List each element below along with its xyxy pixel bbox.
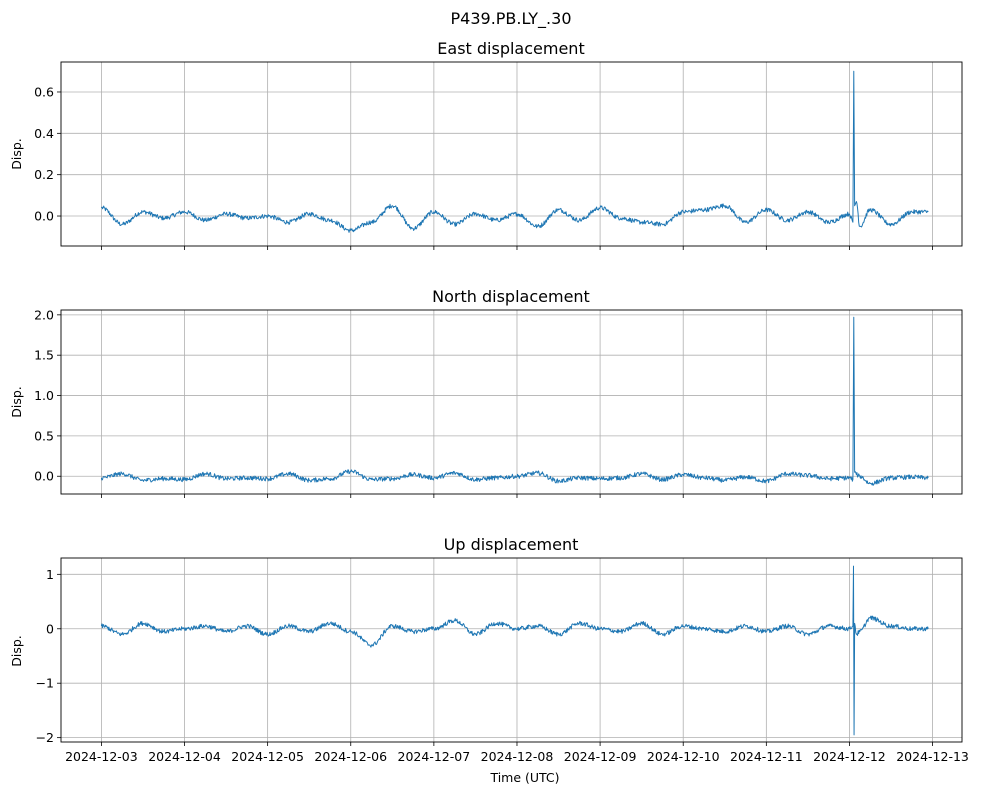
y-tick-label-east: 0.2 [34,167,54,182]
axes-frame-up [60,557,963,743]
y-tick-label-up: −2 [36,730,54,745]
y-tick-label-up: −1 [36,676,54,691]
x-tick-label: 2024-12-07 [398,749,471,764]
panel-north: North displacement Disp. [9,287,590,418]
y-axis-label-north: Disp. [9,386,24,418]
x-tick-label: 2024-12-04 [148,749,221,764]
x-tick-label: 2024-12-06 [314,749,387,764]
series-line-north [100,316,929,486]
panel-east: East displacement Disp. [9,39,585,170]
plot-area-north: 0.0 0.5 1.0 1.5 2.0 [34,307,963,498]
y-tick-label-north: 2.0 [34,307,54,322]
panel-up: Up displacement Disp. [9,535,578,667]
x-tick-label: 2024-12-10 [647,749,720,764]
y-tick-label-up: 0 [46,621,54,636]
series-line-up [100,565,929,736]
x-tick-label: 2024-12-11 [730,749,803,764]
plot-area-east: 0.0 0.2 0.4 0.6 [34,61,963,250]
x-axis-label: Time (UTC) [489,770,559,785]
y-axis-label-up: Disp. [9,635,24,667]
suptitle: P439.PB.LY_.30 [451,9,572,29]
x-tick-label: 2024-12-03 [65,749,138,764]
y-tick-label-north: 1.0 [34,388,54,403]
axes-frame-north [60,309,963,495]
x-tick-label: 2024-12-09 [564,749,637,764]
plot-area-up: 2024-12-03 2024-12-04 2024-12-05 2024-12-06… [36,557,969,764]
axes-frame-east [60,61,963,247]
y-tick-label-east: 0.4 [34,126,54,141]
y-tick-label-east: 0.6 [34,84,54,99]
panel-title-up: Up displacement [444,535,579,554]
x-tick-label: 2024-12-13 [896,749,969,764]
y-axis-label-east: Disp. [9,138,24,170]
y-tick-label-north: 1.5 [34,348,54,363]
y-tick-label-up: 1 [46,567,54,582]
series-line-east [101,70,929,233]
x-tick-label: 2024-12-05 [231,749,304,764]
x-tick-label: 2024-12-12 [813,749,886,764]
y-tick-label-north: 0.5 [34,428,54,443]
panel-title-north: North displacement [432,287,590,306]
y-tick-label-east: 0.0 [34,209,54,224]
x-tick-label: 2024-12-08 [481,749,554,764]
panel-title-east: East displacement [437,39,584,58]
y-tick-label-north: 0.0 [34,469,54,484]
